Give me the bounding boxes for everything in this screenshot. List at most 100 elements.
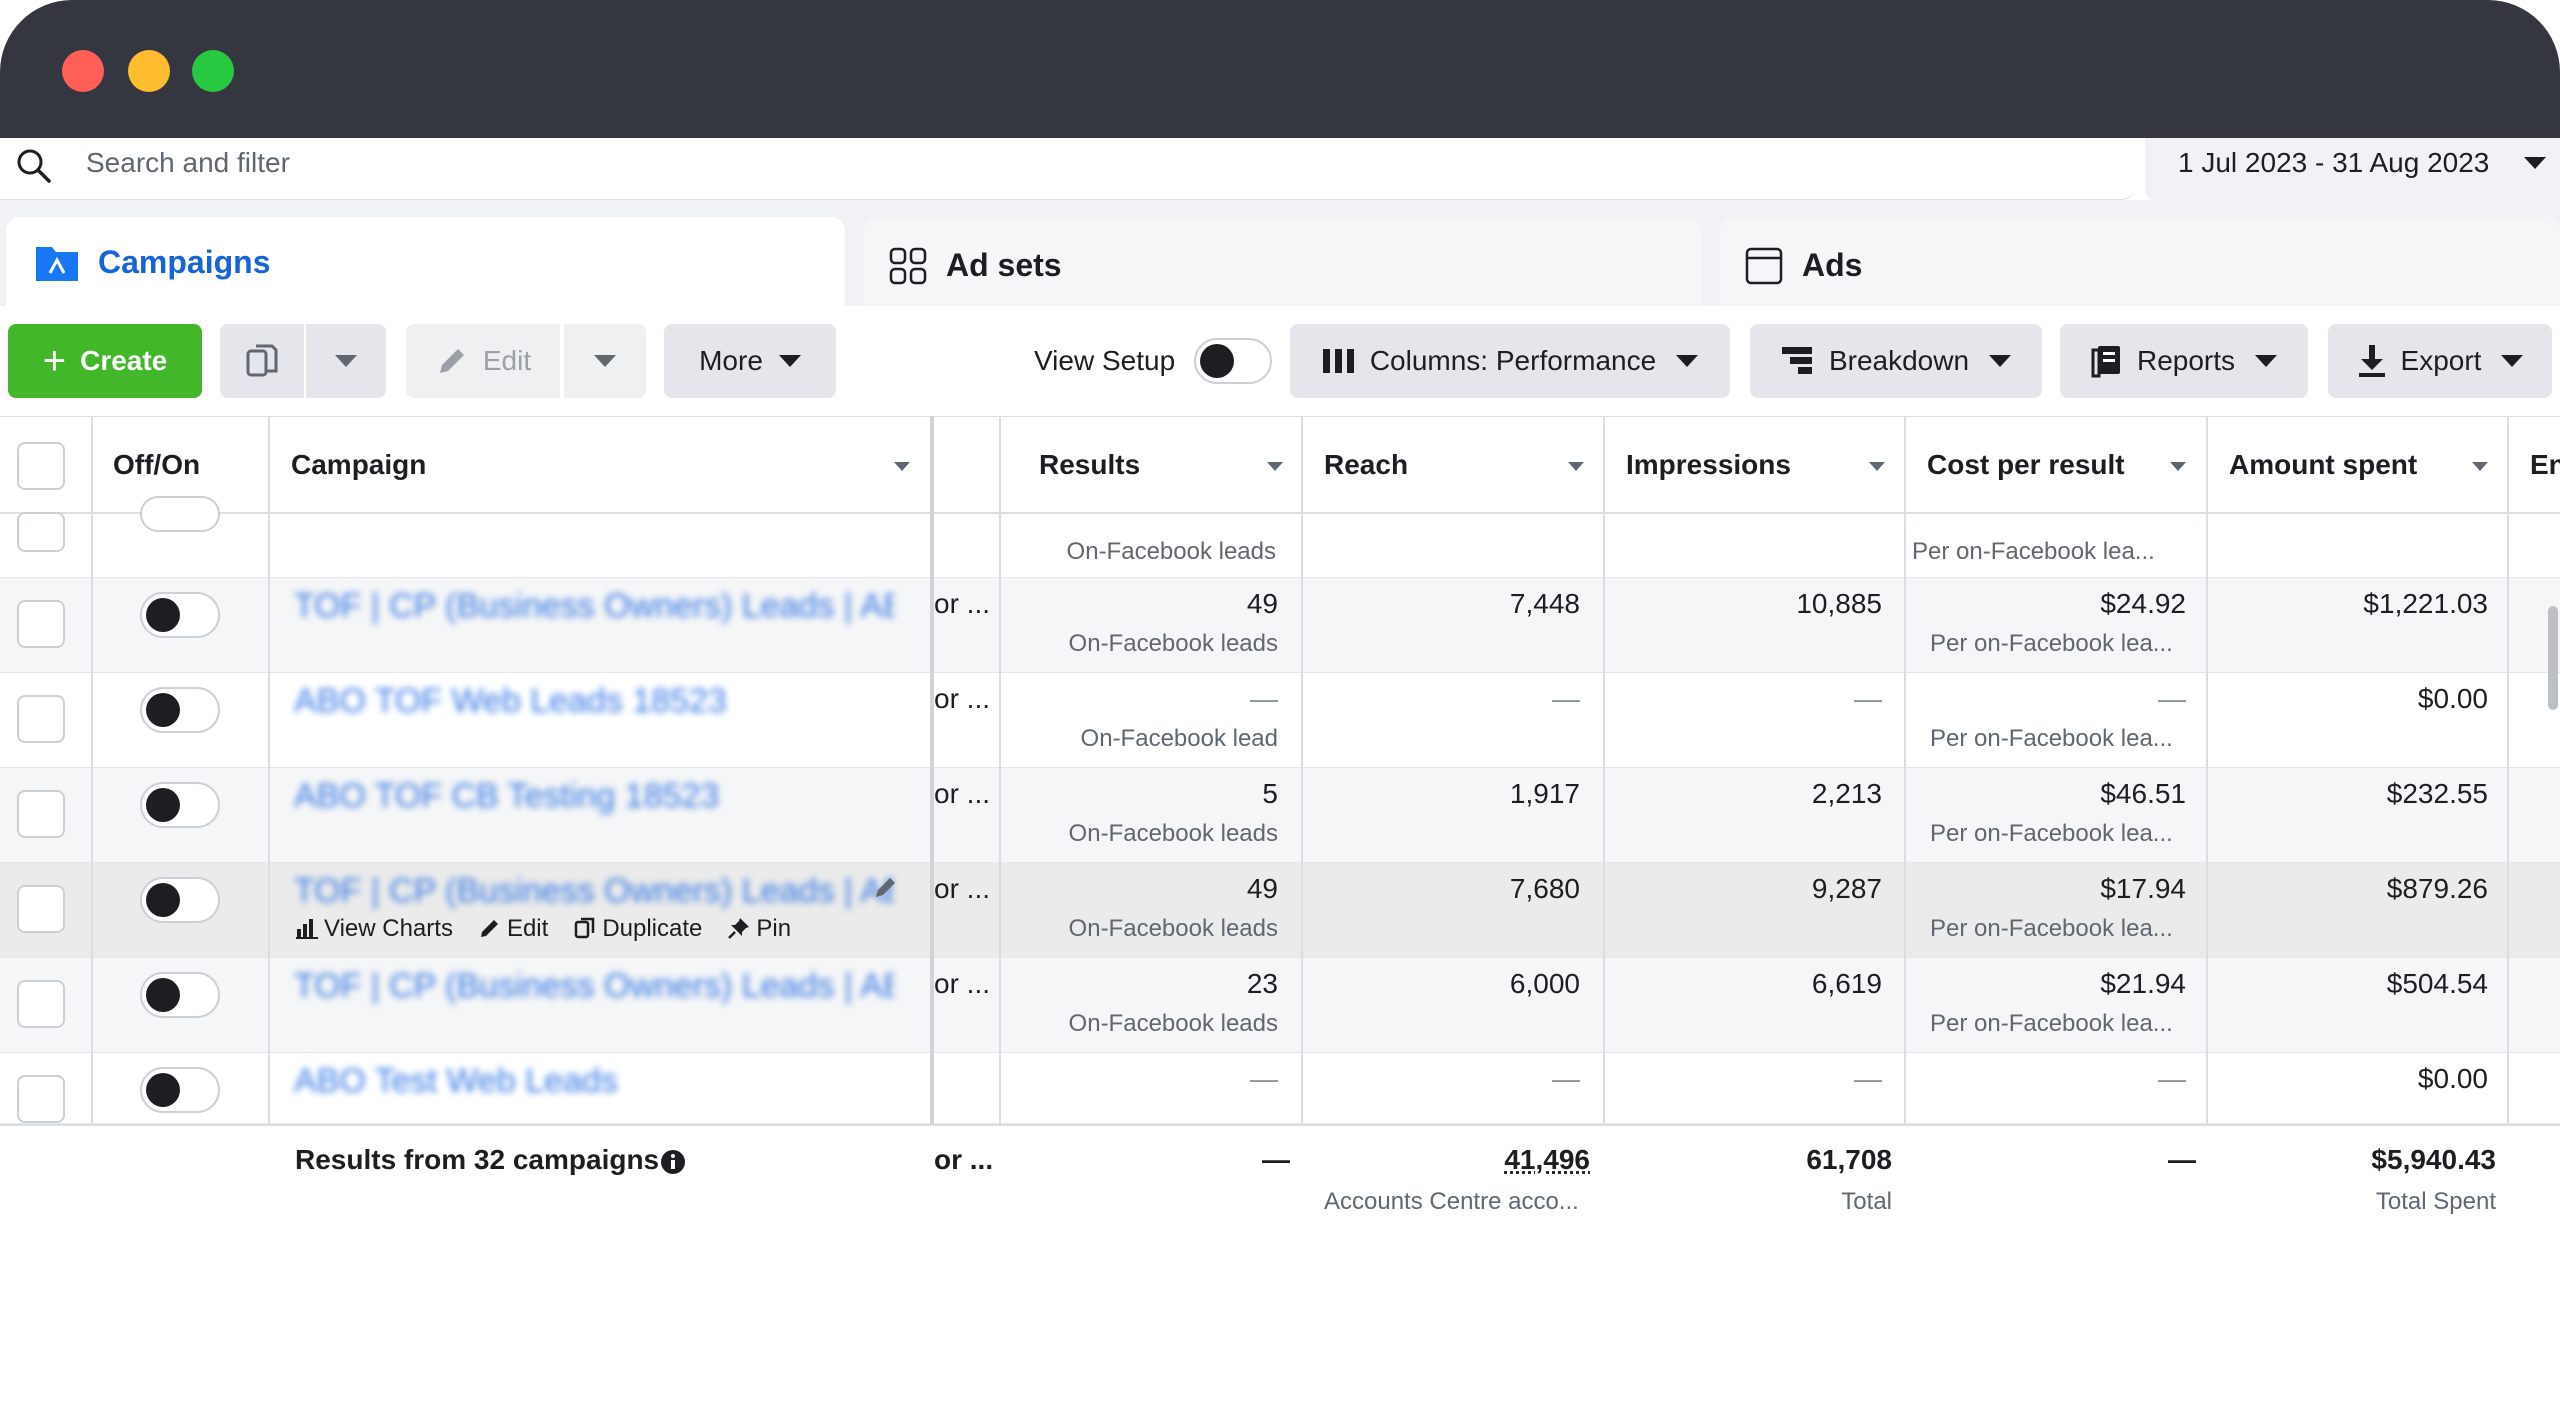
more-button[interactable]: More	[664, 324, 836, 398]
create-button[interactable]: + Create	[8, 324, 202, 398]
row-toggle[interactable]	[140, 877, 220, 923]
duplicate-button[interactable]	[220, 324, 304, 398]
pin-link[interactable]: Pin	[728, 913, 791, 945]
row-checkbox[interactable]	[17, 695, 65, 743]
tab-campaigns-label: Campaigns	[98, 240, 270, 284]
header-results[interactable]: Results	[1039, 416, 1140, 514]
sort-icon[interactable]	[2170, 462, 2186, 471]
breakdown-button[interactable]: Breakdown	[1750, 324, 2042, 398]
grid-icon	[889, 247, 927, 285]
duplicate-label: Duplicate	[602, 915, 702, 942]
reports-button[interactable]: Reports	[2060, 324, 2308, 398]
reach-cell: 1,917	[1302, 776, 1580, 812]
row-toggle[interactable]	[140, 1067, 220, 1113]
export-button[interactable]: Export	[2328, 324, 2552, 398]
row-toggle[interactable]	[140, 972, 220, 1018]
cost-per-result-sub: Per on-Facebook lea...	[1930, 818, 2192, 850]
pencil-icon[interactable]	[872, 873, 900, 901]
campaign-name-link[interactable]: TOF | CP (Business Owners) Leads | ABO |…	[294, 869, 894, 913]
toggle-knob	[146, 788, 180, 822]
strategy-cell: or ...	[934, 776, 994, 812]
campaign-name-link[interactable]: TOF | CP (Business Owners) Leads | ABO |…	[294, 584, 894, 628]
view-charts-link[interactable]: View Charts	[296, 913, 453, 945]
header-impressions[interactable]: Impressions	[1626, 416, 1791, 514]
close-window-button[interactable]	[62, 50, 104, 92]
cpr-sub: Per on-Facebook lea...	[1912, 536, 2174, 568]
view-charts-label: View Charts	[324, 915, 453, 942]
row-checkbox[interactable]	[17, 980, 65, 1028]
row-checkbox[interactable]	[17, 790, 65, 838]
chevron-down-icon	[1676, 355, 1698, 367]
maximize-window-button[interactable]	[192, 50, 234, 92]
impressions-cell: —	[1604, 1061, 1882, 1097]
table-row-partial[interactable]	[0, 516, 2560, 578]
pencil-icon	[479, 917, 501, 939]
row-checkbox[interactable]	[17, 885, 65, 933]
cost-per-result-cell: $24.92	[1906, 586, 2186, 622]
campaign-name-link[interactable]: TOF | CP (Business Owners) Leads | ABO |…	[294, 964, 894, 1008]
row-toggle[interactable]	[140, 782, 220, 828]
reach-cell: —	[1302, 681, 1580, 717]
chevron-down-icon	[594, 355, 616, 367]
search-input[interactable]: Search and filter	[86, 141, 290, 185]
totals-reach[interactable]: 41,496	[1302, 1142, 1590, 1178]
toggle-knob	[146, 978, 180, 1012]
chevron-down-icon	[779, 355, 801, 367]
ad-icon	[1745, 247, 1783, 285]
edit-link[interactable]: Edit	[479, 913, 548, 945]
totals-impressions-sub: Total	[1604, 1186, 1892, 1218]
bar-chart-icon	[296, 917, 318, 939]
results-cell: —	[1000, 681, 1278, 717]
totals-reach-sub: Accounts Centre acco...	[1302, 1186, 1590, 1218]
header-reach[interactable]: Reach	[1324, 416, 1408, 514]
header-ends[interactable]: En	[2530, 416, 2560, 514]
edit-dropdown-button[interactable]	[564, 324, 646, 398]
header-amount-spent[interactable]: Amount spent	[2229, 416, 2417, 514]
sort-icon[interactable]	[894, 462, 910, 471]
row-checkbox[interactable]	[17, 512, 65, 552]
cost-per-result-sub: Per on-Facebook lea...	[1930, 913, 2192, 945]
sort-icon[interactable]	[1869, 462, 1885, 471]
edit-label: Edit	[507, 915, 548, 942]
campaign-name-link[interactable]: ABO TOF Web Leads 18523	[294, 679, 894, 723]
cost-per-result-cell: —	[1906, 1061, 2186, 1097]
row-toggle[interactable]	[140, 687, 220, 733]
search-bar[interactable]	[0, 138, 2136, 200]
row-toggle[interactable]	[140, 592, 220, 638]
totals-amount-spent-sub: Total Spent	[2208, 1186, 2496, 1218]
duplicate-dropdown-button[interactable]	[306, 324, 386, 398]
sort-icon[interactable]	[1568, 462, 1584, 471]
campaign-icon	[34, 241, 80, 283]
select-all-checkbox[interactable]	[17, 442, 65, 490]
vertical-scrollbar[interactable]	[2548, 606, 2558, 710]
row-toggle[interactable]	[140, 496, 220, 532]
columns-button[interactable]: Columns: Performance	[1290, 324, 1730, 398]
amount-spent-cell: $0.00	[2208, 1061, 2488, 1097]
date-range-label: 1 Jul 2023 - 31 Aug 2023	[2178, 141, 2489, 185]
header-cost-per-result[interactable]: Cost per result	[1927, 416, 2125, 514]
results-sub: On-Facebook lead	[1000, 723, 1278, 755]
strategy-cell: or ...	[934, 966, 994, 1002]
download-icon	[2357, 343, 2387, 379]
cost-per-result-sub: Per on-Facebook lea...	[1930, 628, 2192, 660]
row-checkbox[interactable]	[17, 600, 65, 648]
strategy-cell: or ...	[934, 586, 994, 622]
minimize-window-button[interactable]	[128, 50, 170, 92]
sort-icon[interactable]	[1267, 462, 1283, 471]
window-titlebar	[0, 0, 2560, 138]
campaign-name-link[interactable]: ABO Test Web Leads	[294, 1059, 894, 1103]
column-divider	[91, 416, 93, 1124]
reach-cell: —	[1302, 1061, 1580, 1097]
results-sub: On-Facebook leads	[1000, 628, 1278, 660]
header-campaign[interactable]: Campaign	[291, 416, 426, 514]
results-cell: 23	[1000, 966, 1278, 1002]
duplicate-link[interactable]: Duplicate	[574, 913, 702, 945]
cost-per-result-cell: —	[1906, 681, 2186, 717]
info-icon[interactable]	[660, 1149, 686, 1175]
view-setup-toggle[interactable]	[1194, 338, 1272, 384]
campaign-name-link[interactable]: ABO TOF CB Testing 18523	[294, 774, 894, 818]
row-checkbox[interactable]	[17, 1075, 65, 1123]
edit-button[interactable]: Edit	[406, 324, 560, 398]
chevron-down-icon	[2255, 355, 2277, 367]
sort-icon[interactable]	[2472, 462, 2488, 471]
